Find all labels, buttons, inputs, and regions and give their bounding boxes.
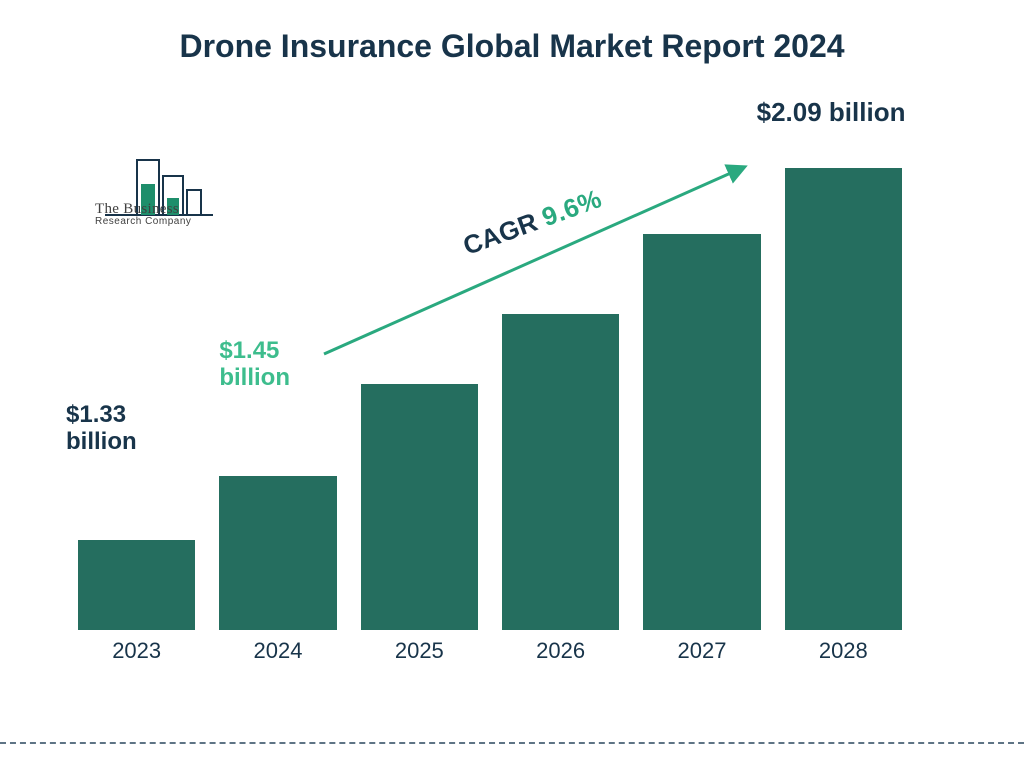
bar — [78, 540, 195, 630]
bar — [785, 168, 902, 630]
x-axis-label: 2026 — [502, 638, 619, 664]
footer-divider — [0, 742, 1024, 744]
chart-title: Drone Insurance Global Market Report 202… — [0, 28, 1024, 65]
x-axis-label: 2025 — [361, 638, 478, 664]
x-axis-label: 2028 — [785, 638, 902, 664]
bar-value-label: $1.33billion — [66, 401, 226, 456]
x-axis-label: 2024 — [219, 638, 336, 664]
x-axis-label: 2027 — [643, 638, 760, 664]
bar — [361, 384, 478, 630]
bar-column: 2023$1.33billion — [78, 130, 195, 630]
cagr-arrow — [316, 156, 756, 366]
page-root: Drone Insurance Global Market Report 202… — [0, 0, 1024, 768]
bar — [219, 476, 336, 630]
bar-value-label: $2.09 billion — [757, 98, 917, 128]
x-axis-label: 2023 — [78, 638, 195, 664]
bar-column: 2028$2.09 billion — [785, 130, 902, 630]
